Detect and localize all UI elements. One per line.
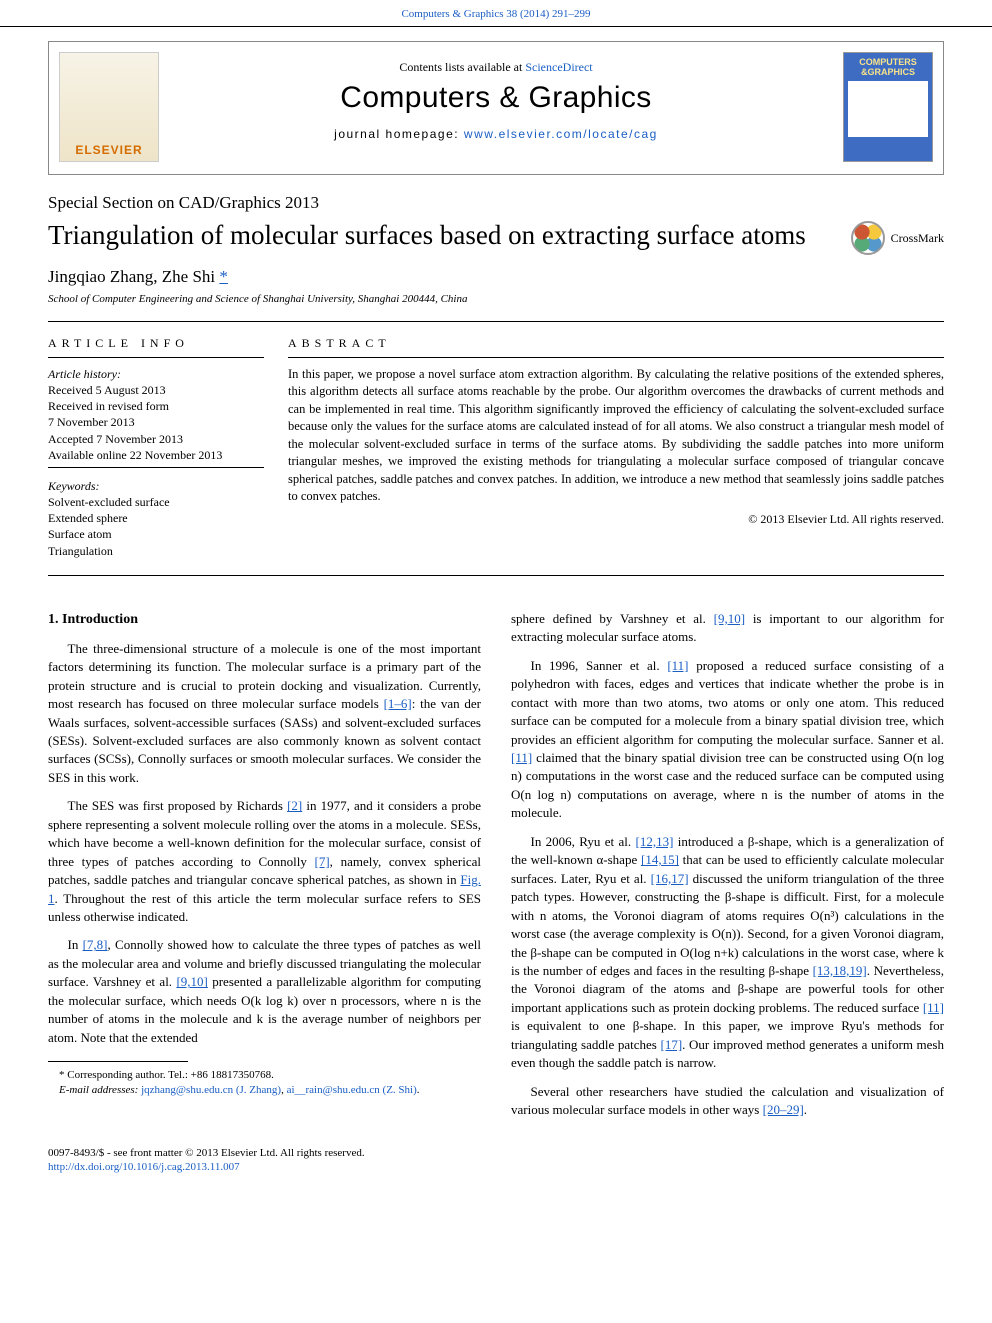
running-header: Computers & Graphics 38 (2014) 291–299 xyxy=(0,0,992,27)
email-link[interactable]: ai__rain@shu.edu.cn (Z. Shi) xyxy=(287,1084,417,1096)
received-date: Received 5 August 2013 xyxy=(48,382,264,398)
abstract-heading: ABSTRACT xyxy=(288,336,944,351)
revised-line2: 7 November 2013 xyxy=(48,414,264,430)
keyword: Solvent-excluded surface xyxy=(48,494,264,510)
ref-link[interactable]: [2] xyxy=(287,798,302,813)
journal-box: ELSEVIER COMPUTERS &GRAPHICS Contents li… xyxy=(48,41,944,175)
info-heading: ARTICLE INFO xyxy=(48,336,264,351)
keyword: Triangulation xyxy=(48,543,264,559)
contents-prefix: Contents lists available at xyxy=(399,60,525,74)
issn-line: 0097-8493/$ - see front matter © 2013 El… xyxy=(48,1146,944,1161)
email-link[interactable]: jqzhang@shu.edu.cn (J. Zhang) xyxy=(141,1084,281,1096)
abstract-col: ABSTRACT In this paper, we propose a nov… xyxy=(288,336,944,559)
online-date: Available online 22 November 2013 xyxy=(48,447,264,463)
cover-title-line2: &GRAPHICS xyxy=(861,67,915,77)
corresponding-mark[interactable]: * xyxy=(219,267,228,286)
accepted-date: Accepted 7 November 2013 xyxy=(48,431,264,447)
ref-link[interactable]: [7,8] xyxy=(83,937,108,952)
ref-link[interactable]: [20–29] xyxy=(763,1102,804,1117)
ref-link[interactable]: [11] xyxy=(923,1000,944,1015)
para-7: Several other researchers have studied t… xyxy=(511,1083,944,1120)
ref-link[interactable]: [16,17] xyxy=(651,871,689,886)
ref-link[interactable]: [14,15] xyxy=(641,852,679,867)
cover-art-placeholder xyxy=(848,81,927,137)
ref-link[interactable]: [1–6] xyxy=(384,696,412,711)
ref-link[interactable]: [7] xyxy=(315,854,330,869)
footnote-corr: Corresponding author. Tel.: +86 18817350… xyxy=(67,1069,274,1081)
keywords-block: Keywords: Solvent-excluded surface Exten… xyxy=(48,478,264,559)
ref-link[interactable]: [9,10] xyxy=(714,611,745,626)
para-4: sphere defined by Varshney et al. [9,10]… xyxy=(511,610,944,647)
abstract-copyright: © 2013 Elsevier Ltd. All rights reserved… xyxy=(288,512,944,527)
section-heading: 1. Introduction xyxy=(48,610,481,630)
rule-bottom xyxy=(48,575,944,576)
article-title: Triangulation of molecular surfaces base… xyxy=(48,219,944,253)
corresponding-footnote: * Corresponding author. Tel.: +86 188173… xyxy=(48,1068,481,1083)
page: Computers & Graphics 38 (2014) 291–299 E… xyxy=(0,0,992,1175)
para-2: The SES was first proposed by Richards [… xyxy=(48,797,481,926)
info-abstract-row: ARTICLE INFO Article history: Received 5… xyxy=(48,322,944,575)
citation-link[interactable]: Computers & Graphics 38 (2014) 291–299 xyxy=(401,8,590,20)
article-head: Special Section on CAD/Graphics 2013 Tri… xyxy=(48,193,944,305)
crossmark-icon xyxy=(851,221,885,255)
cover-title-line1: COMPUTERS xyxy=(859,57,917,67)
crossmark-label: CrossMark xyxy=(891,231,944,246)
keyword: Surface atom xyxy=(48,526,264,542)
homepage-link[interactable]: www.elsevier.com/locate/cag xyxy=(464,127,658,141)
body-columns: 1. Introduction The three-dimensional st… xyxy=(48,610,944,1130)
section-title: Introduction xyxy=(62,612,138,627)
ref-link[interactable]: [11] xyxy=(667,658,688,673)
history-block: Article history: Received 5 August 2013 … xyxy=(48,366,264,463)
para-3: In [7,8], Connolly showed how to calcula… xyxy=(48,936,481,1047)
email-label: E-mail addresses: xyxy=(59,1084,141,1096)
special-section: Special Section on CAD/Graphics 2013 xyxy=(48,193,944,213)
homepage-line: journal homepage: www.elsevier.com/locat… xyxy=(69,127,923,141)
homepage-label: journal homepage: xyxy=(334,127,464,141)
footnote-star: * xyxy=(59,1069,65,1081)
ref-link[interactable]: [17] xyxy=(661,1037,683,1052)
journal-cover-thumb: COMPUTERS &GRAPHICS xyxy=(843,52,933,162)
sciencedirect-link[interactable]: ScienceDirect xyxy=(525,60,592,74)
abstract-text: In this paper, we propose a novel surfac… xyxy=(288,366,944,506)
para-1: The three-dimensional structure of a mol… xyxy=(48,640,481,788)
contents-line: Contents lists available at ScienceDirec… xyxy=(69,60,923,75)
section-number: 1. xyxy=(48,612,59,627)
para-6: In 2006, Ryu et al. [12,13] introduced a… xyxy=(511,833,944,1073)
email-footnote: E-mail addresses: jqzhang@shu.edu.cn (J.… xyxy=(48,1083,481,1098)
crossmark-widget[interactable]: CrossMark xyxy=(851,221,944,255)
affiliation: School of Computer Engineering and Scien… xyxy=(48,293,944,305)
doi-link[interactable]: http://dx.doi.org/10.1016/j.cag.2013.11.… xyxy=(48,1161,240,1173)
ref-link[interactable]: [13,18,19] xyxy=(813,963,867,978)
keywords-label: Keywords: xyxy=(48,478,264,494)
ref-link[interactable]: [11] xyxy=(511,750,532,765)
revised-line1: Received in revised form xyxy=(48,398,264,414)
author-names: Jingqiao Zhang, Zhe Shi xyxy=(48,267,215,286)
elsevier-logo: ELSEVIER xyxy=(59,52,159,162)
ref-link[interactable]: [9,10] xyxy=(176,974,207,989)
journal-name: Computers & Graphics xyxy=(69,81,923,115)
authors: Jingqiao Zhang, Zhe Shi * xyxy=(48,267,944,287)
footnote-rule xyxy=(48,1061,188,1062)
history-label: Article history: xyxy=(48,366,264,382)
ref-link[interactable]: [12,13] xyxy=(635,834,673,849)
para-5: In 1996, Sanner et al. [11] proposed a r… xyxy=(511,657,944,823)
page-footer: 0097-8493/$ - see front matter © 2013 El… xyxy=(48,1146,944,1176)
keyword: Extended sphere xyxy=(48,510,264,526)
article-info-col: ARTICLE INFO Article history: Received 5… xyxy=(48,336,288,559)
